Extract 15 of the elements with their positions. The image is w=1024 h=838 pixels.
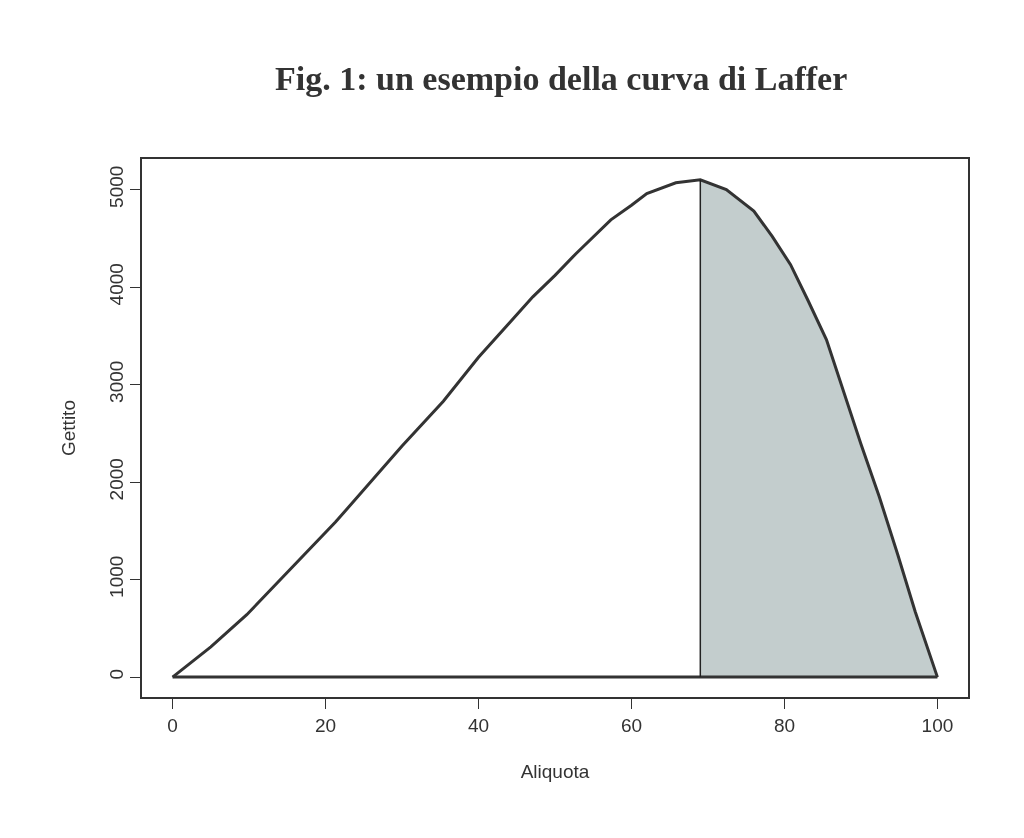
x-tick-label: 0 <box>167 714 178 736</box>
x-tick-label: 60 <box>620 714 643 736</box>
x-tick-label: 40 <box>467 714 490 736</box>
y-tick-label: 1000 <box>105 555 127 598</box>
y-axis-title: Gettito <box>58 400 79 456</box>
y-tick-label: 2000 <box>105 458 127 501</box>
y-tick-label: 3000 <box>105 360 127 403</box>
y-tick-label: 0 <box>105 668 127 680</box>
y-tick-label: 4000 <box>105 263 127 306</box>
chart-title: Fig. 1: un esempio della curva di Laffer <box>275 59 848 97</box>
x-tick-label: 20 <box>314 714 337 736</box>
x-tick-label: 100 <box>921 714 954 736</box>
x-axis-title: Aliquota <box>520 760 590 782</box>
y-tick-label: 5000 <box>105 165 127 208</box>
x-tick-label: 80 <box>773 714 796 736</box>
